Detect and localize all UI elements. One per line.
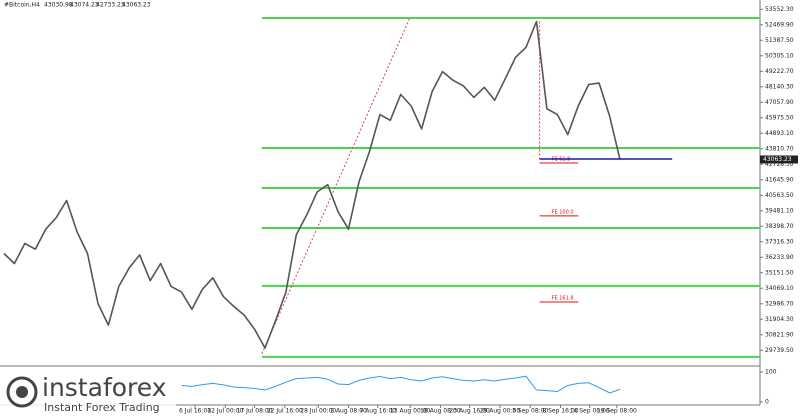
fe-label: FE 100.0 (552, 209, 574, 215)
y-tick-label: 31904.30 (765, 316, 794, 323)
current-price: 43063.23 (763, 156, 792, 163)
price-line (3, 20, 621, 349)
y-tick-label: 48140.30 (765, 83, 794, 90)
y-tick-label: 53552.30 (765, 6, 794, 13)
current-price-box (760, 155, 798, 164)
ohlc-value: 43063.23 (122, 2, 151, 9)
y-tick-label: 51387.50 (765, 37, 794, 44)
y-tick-label: 29739.50 (765, 347, 794, 354)
x-tick-label: 7 Aug 16:00 (359, 408, 396, 415)
y-tick-label: 49222.70 (765, 68, 794, 75)
x-tick-label: 2 Aug 08:00 (330, 408, 367, 415)
x-tick-label: 22 Jul 16:00 (267, 408, 303, 415)
fe-label: FE 161.8 (552, 295, 574, 301)
y-tick-label: 42728.30 (765, 161, 794, 168)
trendline (261, 16, 411, 354)
ohlc-value: 42733.23 (96, 2, 125, 9)
logo-name: instaforex (42, 373, 167, 402)
osc-tick-label: 0 (765, 399, 769, 406)
y-tick-label: 30821.90 (765, 331, 794, 338)
x-tick-label: 14 Sep 00:00 (570, 408, 610, 415)
y-tick-label: 39481.10 (765, 207, 794, 214)
y-tick-label: 40563.50 (765, 192, 794, 199)
x-tick-label: 17 Jul 08:00 (237, 408, 273, 415)
logo-icon-core (16, 386, 28, 398)
y-tick-label: 32986.70 (765, 300, 794, 307)
x-tick-label: 19 Sep 08:00 (597, 408, 637, 415)
logo-tagline: Instant Forex Trading (44, 401, 160, 414)
x-tick-label: 23 Aug 16:00 (449, 408, 490, 415)
ohlc-value: 43030.98 (44, 2, 73, 9)
y-tick-label: 38398.70 (765, 223, 794, 230)
x-tick-label: 13 Aug 00:00 (390, 408, 431, 415)
y-tick-label: 44893.10 (765, 130, 794, 137)
y-tick-label: 36233.90 (765, 254, 794, 261)
y-tick-label: 47057.90 (765, 99, 794, 106)
x-tick-label: 29 Aug 00:00 (480, 408, 521, 415)
y-tick-label: 43810.70 (765, 145, 794, 152)
osc-tick-label: 100 (765, 369, 777, 376)
x-tick-label: 3 Sep 08:00 (512, 408, 548, 415)
y-tick-label: 34069.10 (765, 285, 794, 292)
x-tick-label: 12 Jul 00:00 (207, 408, 243, 415)
logo-bg (0, 370, 176, 416)
y-tick-label: 45975.50 (765, 114, 794, 121)
symbol: #Bitcoin,H4 (4, 2, 40, 9)
ohlc-value: 43074.23 (70, 2, 99, 9)
x-tick-label: 18 Aug 08:00 (420, 408, 461, 415)
x-tick-label: 6 Jul 16:00 (179, 408, 211, 415)
x-tick-label: 28 Jul 00:00 (300, 408, 336, 415)
x-tick-label: 8 Sep 16:00 (542, 408, 578, 415)
y-tick-label: 35151.50 (765, 269, 794, 276)
logo: instaforex Instant Forex Trading (0, 370, 176, 416)
y-tick-label: 52469.90 (765, 21, 794, 28)
y-tick-label: 50305.10 (765, 52, 794, 59)
logo-icon (6, 376, 38, 408)
oscillator-line (181, 375, 621, 394)
y-tick-label: 41645.90 (765, 176, 794, 183)
y-tick-label: 37316.30 (765, 238, 794, 245)
